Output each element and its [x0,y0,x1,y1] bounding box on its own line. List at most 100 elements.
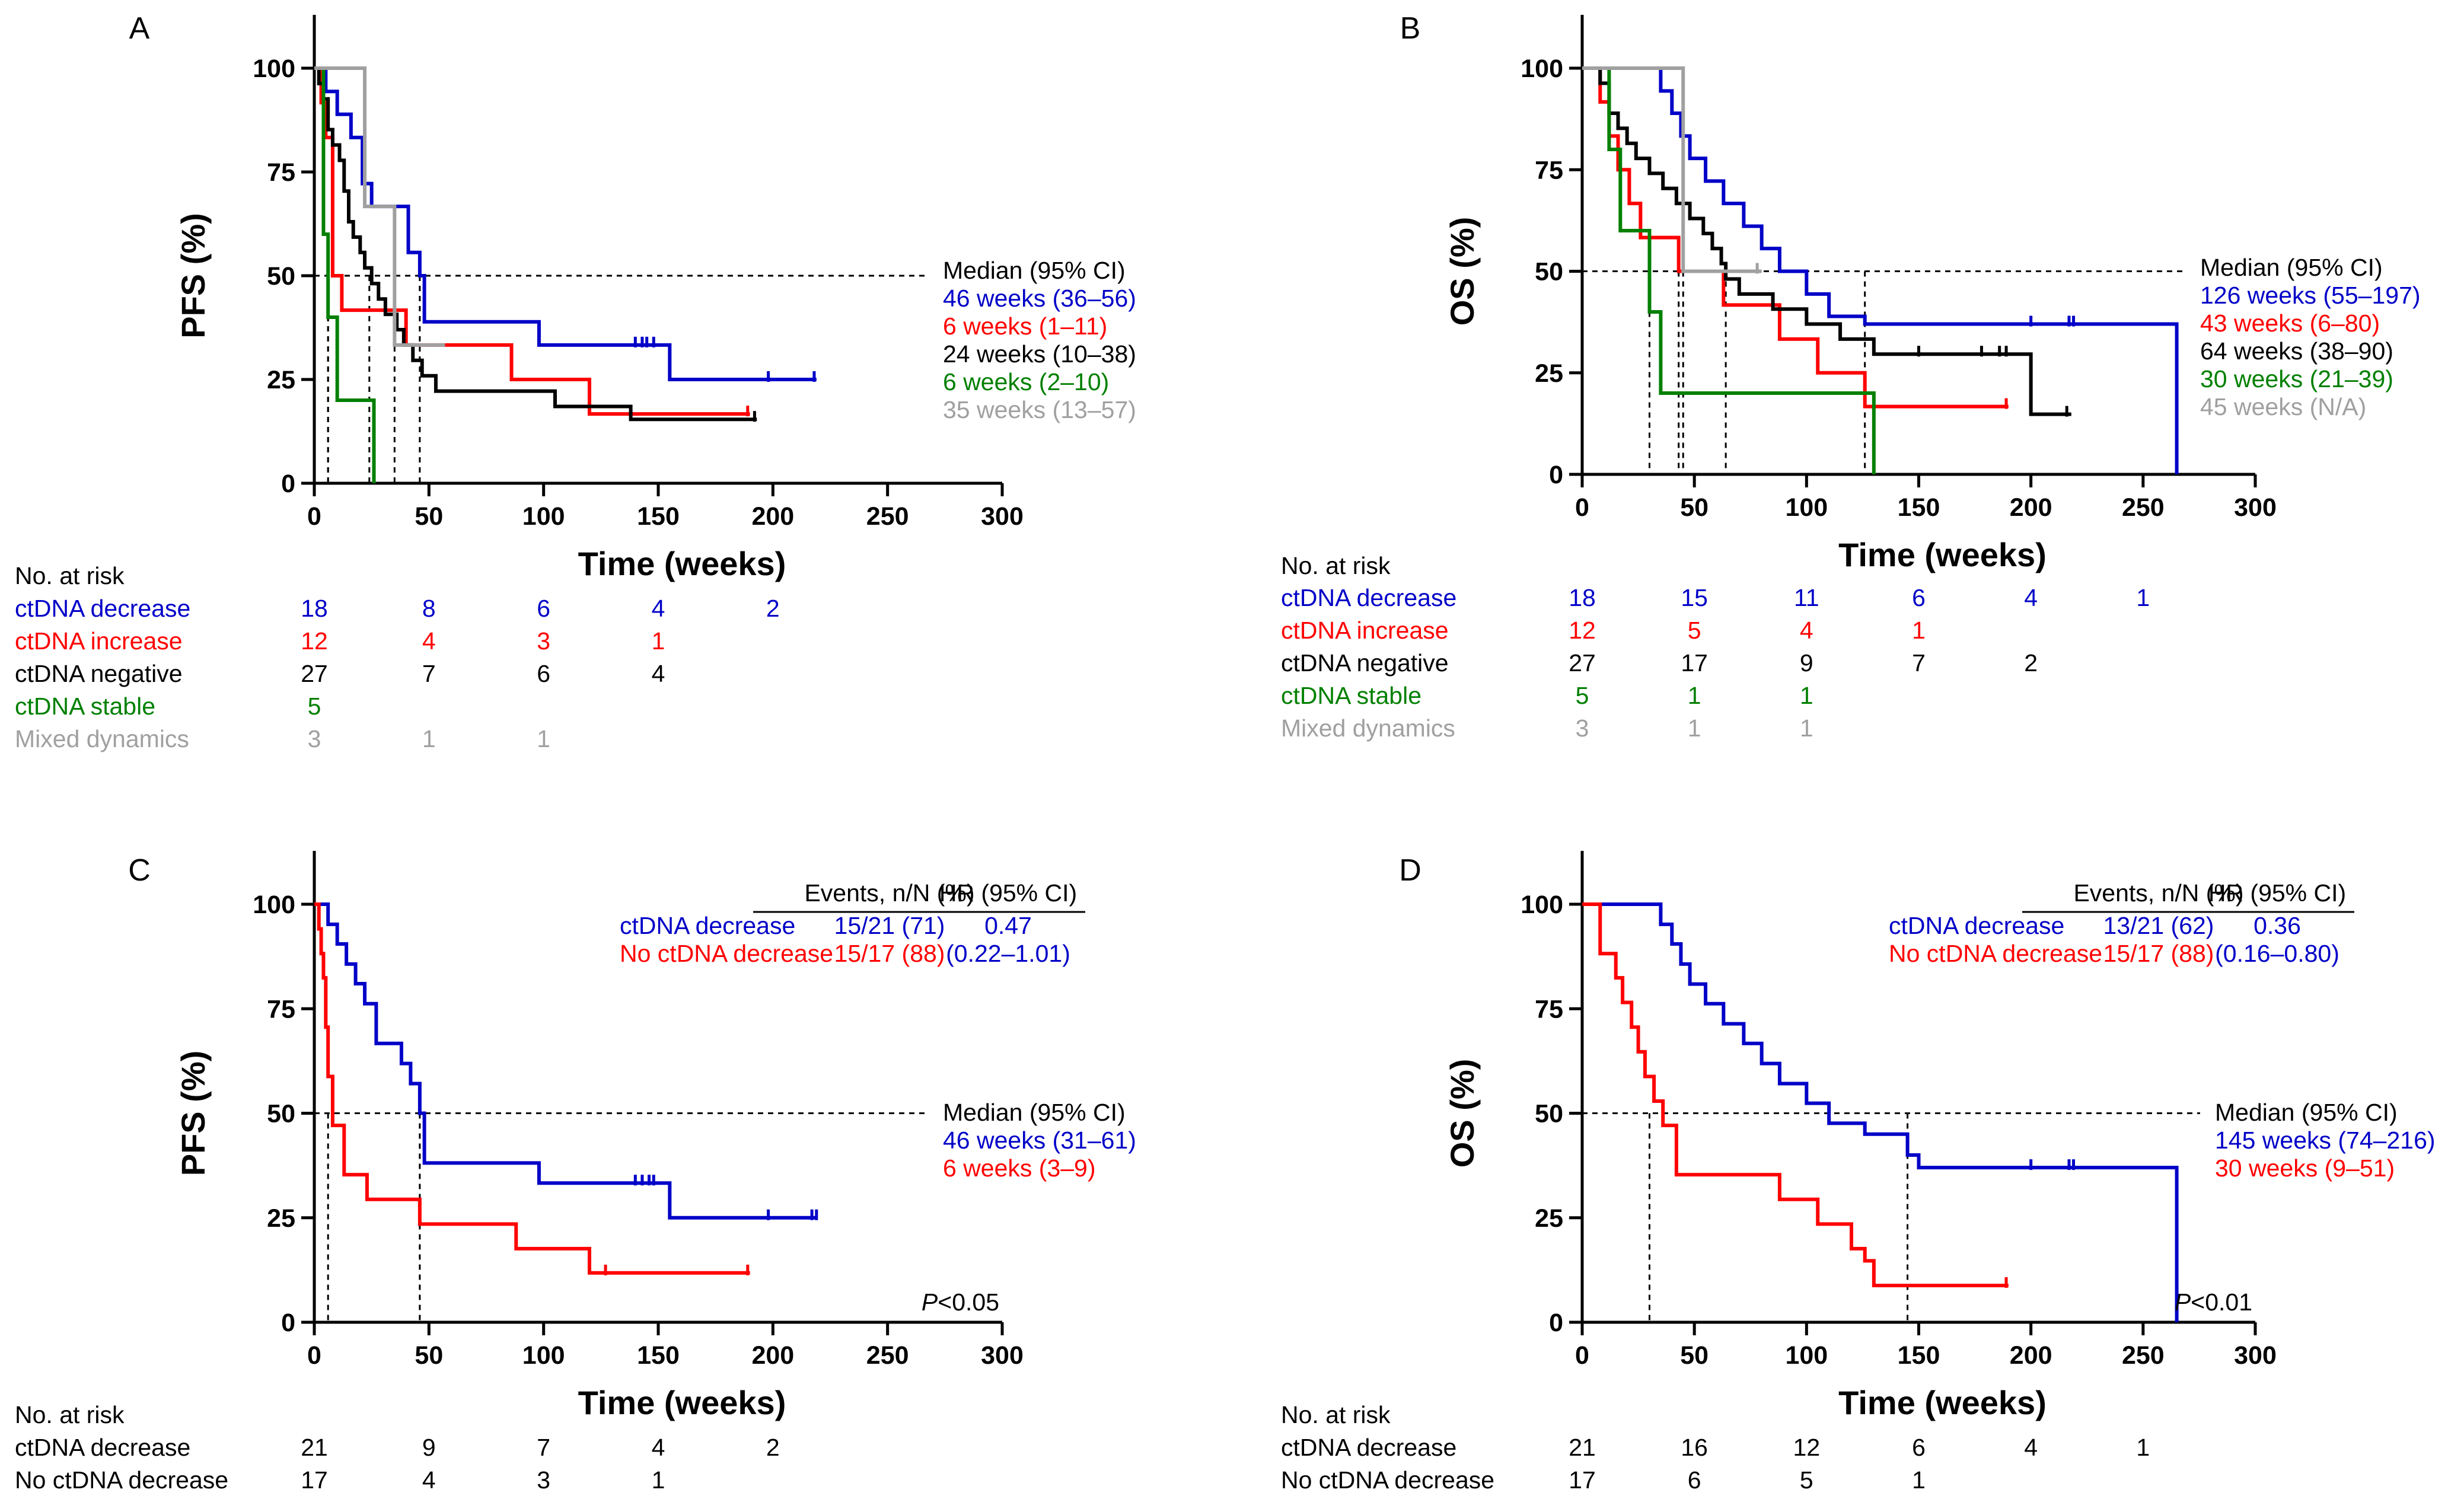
risk-table-title: No. at risk [15,1401,125,1428]
x-tick-label: 50 [415,502,443,531]
hr-row-value: (0.16–0.80) [2215,940,2339,967]
hr-row-label: No ctDNA decrease [620,940,833,967]
median-legend-item: 24 weeks (10–38) [943,340,1136,368]
risk-count: 1 [1800,714,1813,742]
x-tick-label: 100 [1785,493,1828,522]
risk-count: 4 [2024,584,2038,611]
hr-row-events: 15/17 (88) [2103,940,2214,967]
median-legend-item: 46 weeks (31–61) [943,1127,1136,1154]
panel-letter: D [1399,853,1421,888]
x-tick-label: 0 [307,502,321,531]
hr-row-value: 0.36 [2253,912,2301,939]
y-tick-label: 50 [1535,258,1563,286]
risk-count: 4 [422,627,436,655]
risk-count: 17 [301,1466,328,1494]
hr-header-events: Events, n/N (%) [2073,879,2243,907]
x-tick-label: 0 [1575,1341,1589,1370]
y-tick-label: 0 [281,470,295,498]
hr-row-events: 13/21 (62) [2103,912,2214,939]
y-tick-label: 75 [267,158,295,187]
risk-count: 1 [422,725,436,752]
x-tick-label: 250 [866,1341,909,1370]
risk-count: 7 [1912,649,1926,677]
x-tick-label: 0 [307,1341,321,1370]
risk-count: 21 [1569,1434,1596,1461]
risk-count: 6 [537,595,550,622]
km-curve-no-ctdna-decrease [314,902,750,1275]
risk-count: 1 [2136,1434,2150,1461]
risk-count: 1 [1688,682,1701,709]
x-axis-label: Time (weeks) [578,545,786,582]
y-tick-label: 100 [1521,891,1563,919]
y-axis-label: PFS (%) [174,213,212,339]
y-tick-label: 0 [1549,1309,1563,1337]
km-curve-ctdna-increase [314,66,750,416]
risk-count: 8 [422,595,436,622]
risk-count: 1 [1800,682,1813,709]
hr-header-hr: HR (95% CI) [2208,879,2346,907]
median-legend-item: 6 weeks (2–10) [943,368,1109,395]
y-tick-label: 100 [253,55,295,83]
hr-row-events: 15/21 (71) [834,912,945,939]
risk-row-label: ctDNA stable [1281,682,1421,709]
y-tick-label: 50 [1535,1100,1563,1128]
y-tick-label: 0 [1549,461,1563,489]
y-tick-label: 0 [281,1309,295,1337]
risk-count: 1 [1688,714,1701,742]
median-legend-item: 6 weeks (1–11) [943,312,1107,340]
risk-table: No. at risk ctDNA decrease 21 9 7 4 2 No ctDNA … [15,1401,780,1494]
risk-count: 3 [1576,714,1589,742]
x-tick-label: 50 [1680,493,1709,522]
median-legend-item: 30 weeks (9–51) [2215,1154,2395,1182]
x-tick-label: 200 [2010,493,2052,522]
risk-count: 15 [1681,584,1708,611]
risk-count: 17 [1681,649,1708,677]
x-axis-label: Time (weeks) [1838,1384,2047,1421]
median-legend-title: Median (95% CI) [943,1099,1126,1126]
risk-row-label: ctDNA stable [15,693,155,720]
risk-count: 2 [2024,649,2038,677]
median-legend-item: 145 weeks (74–216) [2215,1127,2436,1154]
y-tick-label: 75 [1535,995,1563,1023]
median-legend-item: 30 weeks (21–39) [2200,365,2393,393]
p-value: P<0.05 [922,1288,999,1316]
risk-count: 7 [422,660,436,687]
x-tick-label: 200 [2010,1341,2052,1370]
median-legend-item: 46 weeks (36–56) [943,285,1136,312]
median-legend-title: Median (95% CI) [943,257,1126,284]
risk-count: 4 [652,1434,665,1461]
risk-count: 4 [2024,1434,2038,1461]
p-value: P<0.01 [2175,1288,2252,1316]
risk-count: 1 [1912,617,1926,644]
risk-count: 9 [422,1434,436,1461]
hr-row-events: 15/17 (88) [834,940,945,967]
risk-count: 4 [652,660,665,687]
km-curve-ctdna-decrease [1582,66,2179,474]
median-legend-item: 35 weeks (13–57) [943,396,1136,423]
y-tick-label: 50 [267,1100,295,1128]
hr-row-value: 0.47 [984,912,1032,939]
risk-row-label: ctDNA negative [1281,649,1449,677]
y-tick-label: 25 [1535,1204,1563,1233]
risk-count: 27 [1569,649,1596,677]
km-curve-ctdna-stable [1582,66,1876,474]
y-tick-label: 25 [267,366,295,394]
risk-count: 17 [1569,1466,1596,1494]
risk-count: 3 [308,725,321,752]
risk-count: 5 [1576,682,1589,709]
risk-count: 12 [1569,617,1596,644]
risk-count: 1 [1912,1466,1926,1494]
km-curve-ctdna-decrease [1582,902,2179,1322]
x-tick-label: 300 [981,1341,1024,1370]
x-tick-label: 200 [751,502,794,531]
y-axis-label: OS (%) [1443,1059,1481,1168]
risk-count: 21 [301,1434,328,1461]
x-tick-label: 300 [2234,1341,2277,1370]
y-tick-label: 25 [267,1204,295,1233]
risk-count: 1 [2136,584,2150,611]
x-tick-label: 250 [2122,1341,2165,1370]
risk-count: 2 [766,1434,780,1461]
km-curve-ctdna-decrease [314,66,817,381]
median-legend-title: Median (95% CI) [2200,254,2383,281]
